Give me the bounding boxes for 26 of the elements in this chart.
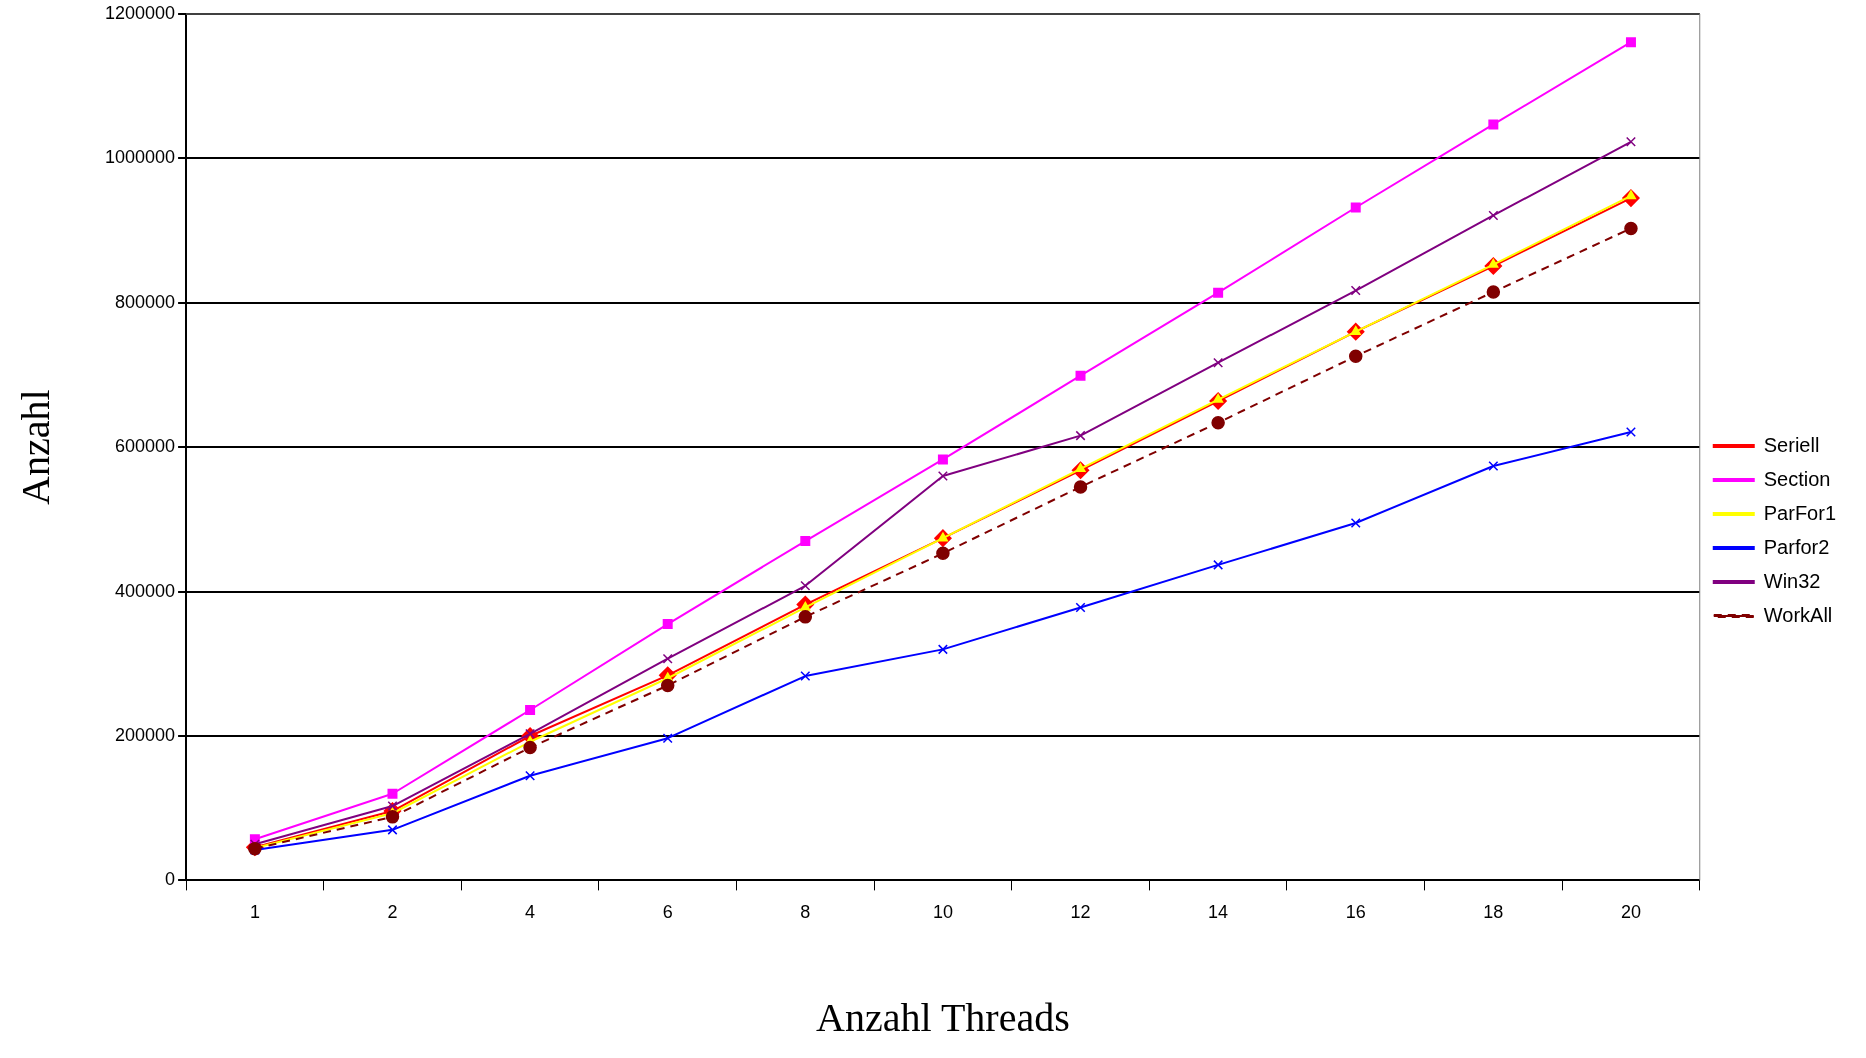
y-tick-label: 1000000 [105,147,176,168]
y-tick-label: 800000 [115,291,176,312]
y-tick-label: 0 [165,869,176,890]
x-tick-label: 1 [249,902,260,923]
legend-label: ParFor1 [1763,501,1836,524]
legend-label: Win32 [1763,569,1821,592]
x-tick-label: 14 [1208,902,1229,923]
y-axis-title: Anzahl [12,389,58,505]
x-tick-label: 16 [1345,902,1366,923]
x-tick-label: 10 [932,902,953,923]
x-tick-label: 6 [662,902,673,923]
legend-label: Parfor2 [1763,535,1830,558]
y-tick-label: 600000 [115,436,176,457]
x-tick-label: 18 [1483,902,1504,923]
x-tick-label: 4 [525,902,536,923]
legend-label: WorkAll [1763,603,1833,626]
y-tick-label: 200000 [115,724,176,745]
y-tick-label: 1200000 [105,2,176,23]
x-axis-title: Anzahl Threads [816,994,1070,1040]
x-tick-label: 8 [800,902,811,923]
x-tick-label: 20 [1620,902,1641,923]
y-tick-label: 400000 [115,580,176,601]
x-tick-label: 2 [387,902,398,923]
legend-label: Seriell [1763,433,1820,456]
legend-label: Section [1763,467,1831,490]
x-tick-label: 12 [1070,902,1091,923]
